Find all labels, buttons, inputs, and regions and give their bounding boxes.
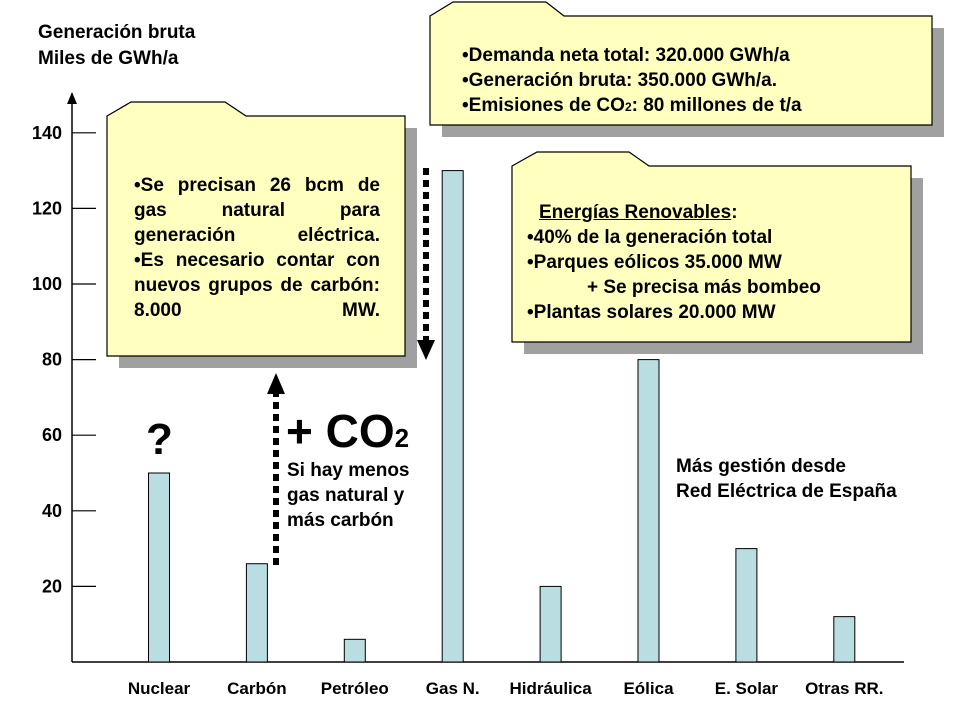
ree-note: Más gestión desde Red Eléctrica de Españ… bbox=[676, 454, 897, 504]
note-top-right-item-2: •Generación bruta: 350.000 GWh/a. bbox=[462, 70, 777, 91]
note-right-item-1: •40% de la generación total bbox=[527, 227, 773, 248]
y-axis-title-line-1: Generación bruta bbox=[38, 22, 196, 43]
note-right-shape bbox=[511, 151, 923, 354]
note-right: Energías Renovables: •40% de la generaci… bbox=[527, 200, 821, 325]
x-tick-label: Nuclear bbox=[128, 679, 191, 698]
bar-e-lica bbox=[637, 359, 660, 663]
note-left-item-2: •Es necesario contar con nuevos grupos d… bbox=[134, 250, 380, 321]
note-top-right-item-1: •Demanda neta total: 320.000 GWh/a bbox=[462, 45, 790, 66]
note-left-item-1: •Se precisan 26 bcm de gas natural para … bbox=[134, 175, 380, 246]
bar-e-solar bbox=[735, 548, 758, 663]
co2-explanation-line-3: más carbón bbox=[287, 510, 394, 531]
co2-label: + CO2 bbox=[286, 405, 410, 457]
co2-explanation-line-1: Si hay menos bbox=[287, 460, 410, 481]
note-top-right: •Demanda neta total: 320.000 GWh/a •Gene… bbox=[462, 43, 802, 120]
x-tick-label: Hidráulica bbox=[509, 679, 592, 698]
ree-note-line-2: Red Eléctrica de España bbox=[676, 481, 897, 502]
bar-nuclear bbox=[148, 472, 170, 663]
x-tick-label: Petróleo bbox=[321, 679, 389, 698]
ree-note-line-1: Más gestión desde bbox=[676, 456, 846, 477]
note-right-item-2: •Parques eólicos 35.000 MW bbox=[527, 252, 782, 273]
y-tick-label: 60 bbox=[42, 425, 62, 445]
bar-petr-leo bbox=[343, 638, 366, 663]
y-tick-label: 120 bbox=[32, 198, 62, 218]
up-dashed-arrow bbox=[267, 373, 285, 565]
co2-explanation: Si hay menos gas natural y más carbón bbox=[287, 458, 410, 533]
y-tick-label: 100 bbox=[32, 274, 62, 294]
x-tick-label: Gas N. bbox=[426, 679, 480, 698]
bar-otras-rr- bbox=[833, 616, 856, 663]
y-tick-label: 20 bbox=[42, 576, 62, 596]
note-right-extra: + Se precisa más bombeo bbox=[587, 277, 821, 298]
bar-carb-n bbox=[245, 563, 268, 663]
co2-explanation-line-2: gas natural y bbox=[287, 485, 405, 506]
y-axis-arrowhead bbox=[67, 92, 77, 104]
note-top-right-item-3: •Emisiones de CO2: 80 millones de t/a bbox=[462, 95, 802, 116]
y-axis-title-line-2: Miles de GWh/a bbox=[38, 48, 179, 69]
y-tick-label: 80 bbox=[42, 350, 62, 370]
note-right-item-3: •Plantas solares 20.000 MW bbox=[527, 302, 776, 323]
note-left: •Se precisan 26 bcm de gas natural para … bbox=[134, 173, 380, 323]
note-right-heading: Energías Renovables: bbox=[539, 202, 738, 223]
down-dashed-arrow bbox=[417, 168, 435, 360]
question-mark: ? bbox=[146, 415, 173, 464]
x-tick-label: Eólica bbox=[623, 679, 674, 698]
y-axis-title: Generación bruta Miles de GWh/a bbox=[38, 20, 195, 72]
note-top-right-shape bbox=[429, 1, 944, 137]
x-tick-label: Carbón bbox=[227, 679, 287, 698]
x-tick-label: Otras RR. bbox=[805, 679, 883, 698]
bar-hidr-ulica bbox=[539, 585, 562, 663]
bar-gas-n- bbox=[441, 170, 464, 663]
note-left-shape bbox=[106, 101, 417, 368]
y-tick-label: 140 bbox=[32, 123, 62, 143]
y-tick-label: 40 bbox=[42, 501, 62, 521]
x-tick-label: E. Solar bbox=[715, 679, 779, 698]
